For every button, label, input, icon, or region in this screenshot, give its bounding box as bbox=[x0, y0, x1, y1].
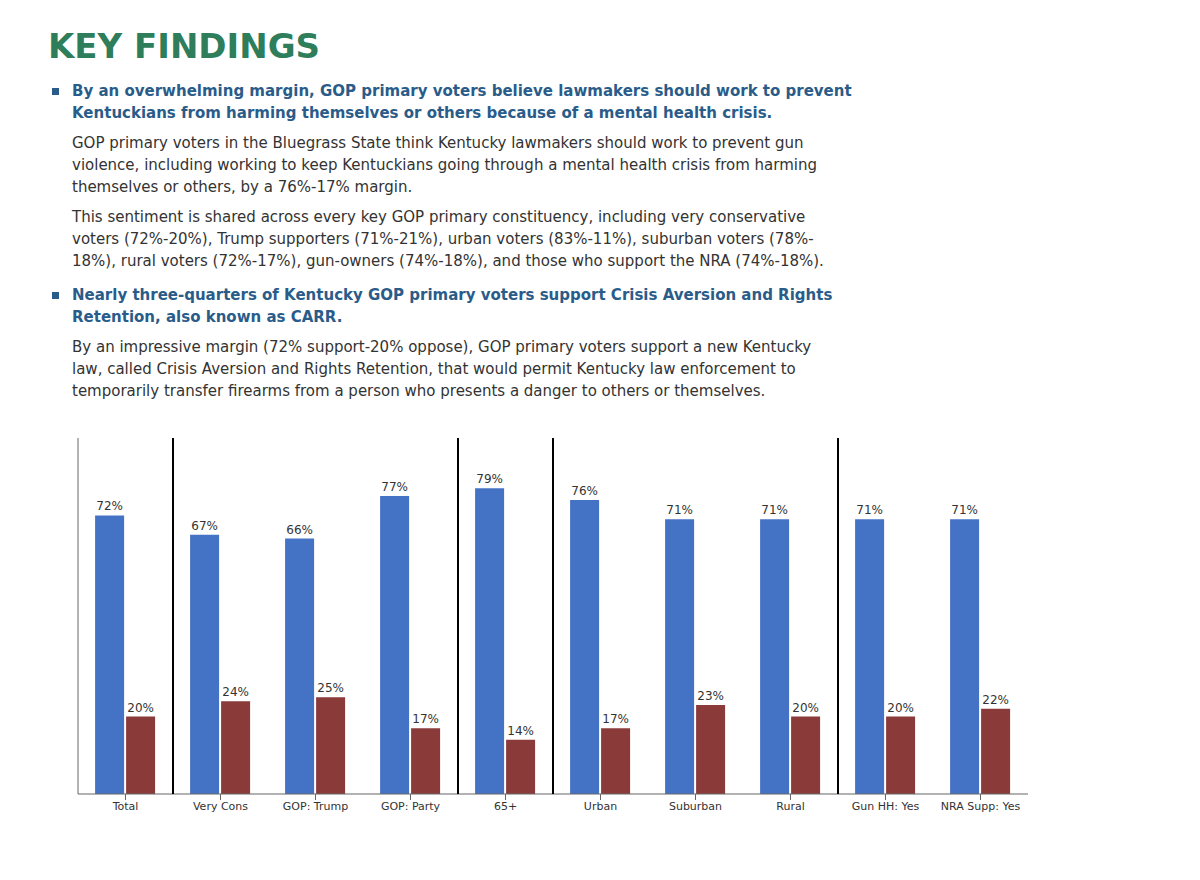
html-text:KEY FINDINGS: KEY FINDINGS bbox=[48, 26, 321, 66]
svg-text:65+: 65+ bbox=[494, 800, 517, 813]
html-text:Nearly three-quarters of Kentu: Nearly three-quarters of Kentucky GOP pr… bbox=[72, 286, 833, 304]
svg-text:GOP: Party: GOP: Party bbox=[381, 800, 441, 813]
svg-text:71%: 71% bbox=[761, 503, 788, 517]
svg-text:NRA Supp: Yes: NRA Supp: Yes bbox=[941, 800, 1021, 813]
svg-text:Urban: Urban bbox=[584, 800, 617, 813]
svg-text:20%: 20% bbox=[792, 701, 819, 715]
svg-text:76%: 76% bbox=[571, 484, 598, 498]
svg-text:Gun HH: Yes: Gun HH: Yes bbox=[852, 800, 920, 813]
svg-text:77%: 77% bbox=[381, 480, 408, 494]
html-text:violence, including working to: violence, including working to keep Kent… bbox=[72, 156, 817, 174]
html-text:Kentuckians from harming thems: Kentuckians from harming themselves or o… bbox=[72, 104, 773, 122]
svg-text:14%: 14% bbox=[507, 724, 534, 738]
html-text:By an impressive margin (72% s: By an impressive margin (72% support-20%… bbox=[72, 338, 812, 356]
svg-text:79%: 79% bbox=[476, 472, 503, 486]
html-text:temporarily transfer firearms: temporarily transfer firearms from a per… bbox=[72, 382, 766, 400]
svg-text:67%: 67% bbox=[191, 519, 218, 533]
svg-text:Total: Total bbox=[112, 800, 139, 813]
svg-text:71%: 71% bbox=[856, 503, 883, 517]
svg-text:17%: 17% bbox=[602, 712, 629, 726]
svg-text:Rural: Rural bbox=[776, 800, 804, 813]
html-text:By an overwhelming margin, GOP: By an overwhelming margin, GOP primary v… bbox=[72, 82, 852, 100]
svg-text:22%: 22% bbox=[982, 693, 1009, 707]
svg-text:24%: 24% bbox=[222, 685, 249, 699]
svg-text:GOP: Trump: GOP: Trump bbox=[283, 800, 348, 813]
html-text:This sentiment is shared acros: This sentiment is shared across every ke… bbox=[72, 208, 806, 226]
html-text:GOP primary voters in the Blue: GOP primary voters in the Bluegrass Stat… bbox=[72, 134, 804, 152]
svg-text:71%: 71% bbox=[666, 503, 693, 517]
html-text:18%), rural voters (72%-17%),: 18%), rural voters (72%-17%), gun-owners… bbox=[72, 252, 824, 270]
svg-text:Very Cons: Very Cons bbox=[193, 800, 248, 813]
svg-text:25%: 25% bbox=[317, 681, 344, 695]
svg-text:20%: 20% bbox=[127, 701, 154, 715]
html-text:Retention, also known as CARR.: Retention, also known as CARR. bbox=[72, 308, 343, 326]
html-text:themselves or others, by a 76%: themselves or others, by a 76%-17% margi… bbox=[72, 178, 413, 196]
svg-text:Suburban: Suburban bbox=[669, 800, 722, 813]
svg-text:20%: 20% bbox=[887, 701, 914, 715]
html-text:law, called Crisis Aversion an: law, called Crisis Aversion and Rights R… bbox=[72, 360, 796, 378]
svg-text:17%: 17% bbox=[412, 712, 439, 726]
svg-text:72%: 72% bbox=[96, 499, 123, 513]
html-text:voters (72%-20%), Trump suppor: voters (72%-20%), Trump supporters (71%-… bbox=[72, 230, 814, 248]
svg-text:66%: 66% bbox=[286, 523, 313, 537]
svg-text:23%: 23% bbox=[697, 689, 724, 703]
svg-text:71%: 71% bbox=[951, 503, 978, 517]
